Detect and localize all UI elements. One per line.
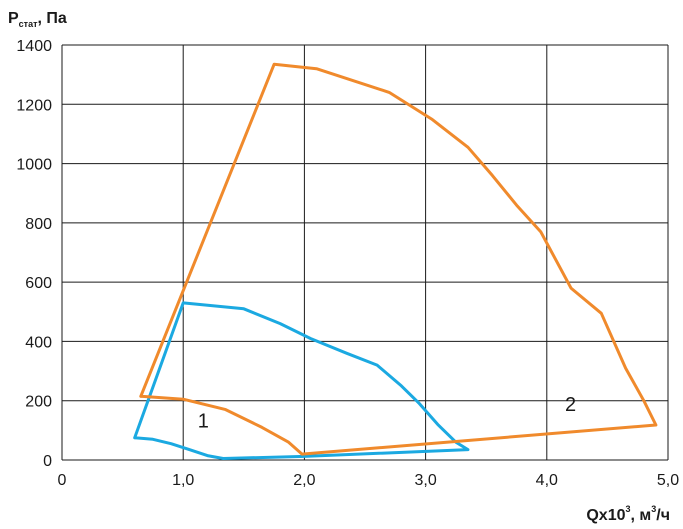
y-tick-label: 400 (25, 334, 52, 351)
x-tick-label: 4,0 (536, 472, 558, 489)
y-axis-label: Pстат, Па (8, 10, 67, 29)
x-tick-label: 2,0 (293, 472, 315, 489)
y-tick-label: 200 (25, 394, 52, 411)
x-axis-label: Qx103, м3/ч (586, 504, 670, 524)
grid (61, 44, 669, 461)
series-1-line (133, 301, 470, 460)
y-tick-label: 1000 (16, 157, 52, 174)
y-tick-label: 0 (43, 453, 52, 470)
tick-labels: 0 1,0 2,0 3,0 4,0 5,0 0 200 400 600 800 1000 1200 140… (16, 38, 679, 489)
y-tick-label: 600 (25, 275, 52, 292)
x-tick-label: 1,0 (172, 472, 194, 489)
series-2-line (139, 62, 658, 456)
x-tick-label: 0 (58, 472, 67, 489)
y-tick-label: 1200 (16, 97, 52, 114)
y-tick-label: 1400 (16, 38, 52, 55)
x-tick-label: 3,0 (414, 472, 436, 489)
x-tick-label: 5,0 (657, 472, 679, 489)
curve-1-label: 1 (198, 410, 209, 432)
curve-2-label: 2 (565, 394, 576, 416)
series-layer (133, 62, 658, 460)
y-tick-label: 800 (25, 216, 52, 233)
